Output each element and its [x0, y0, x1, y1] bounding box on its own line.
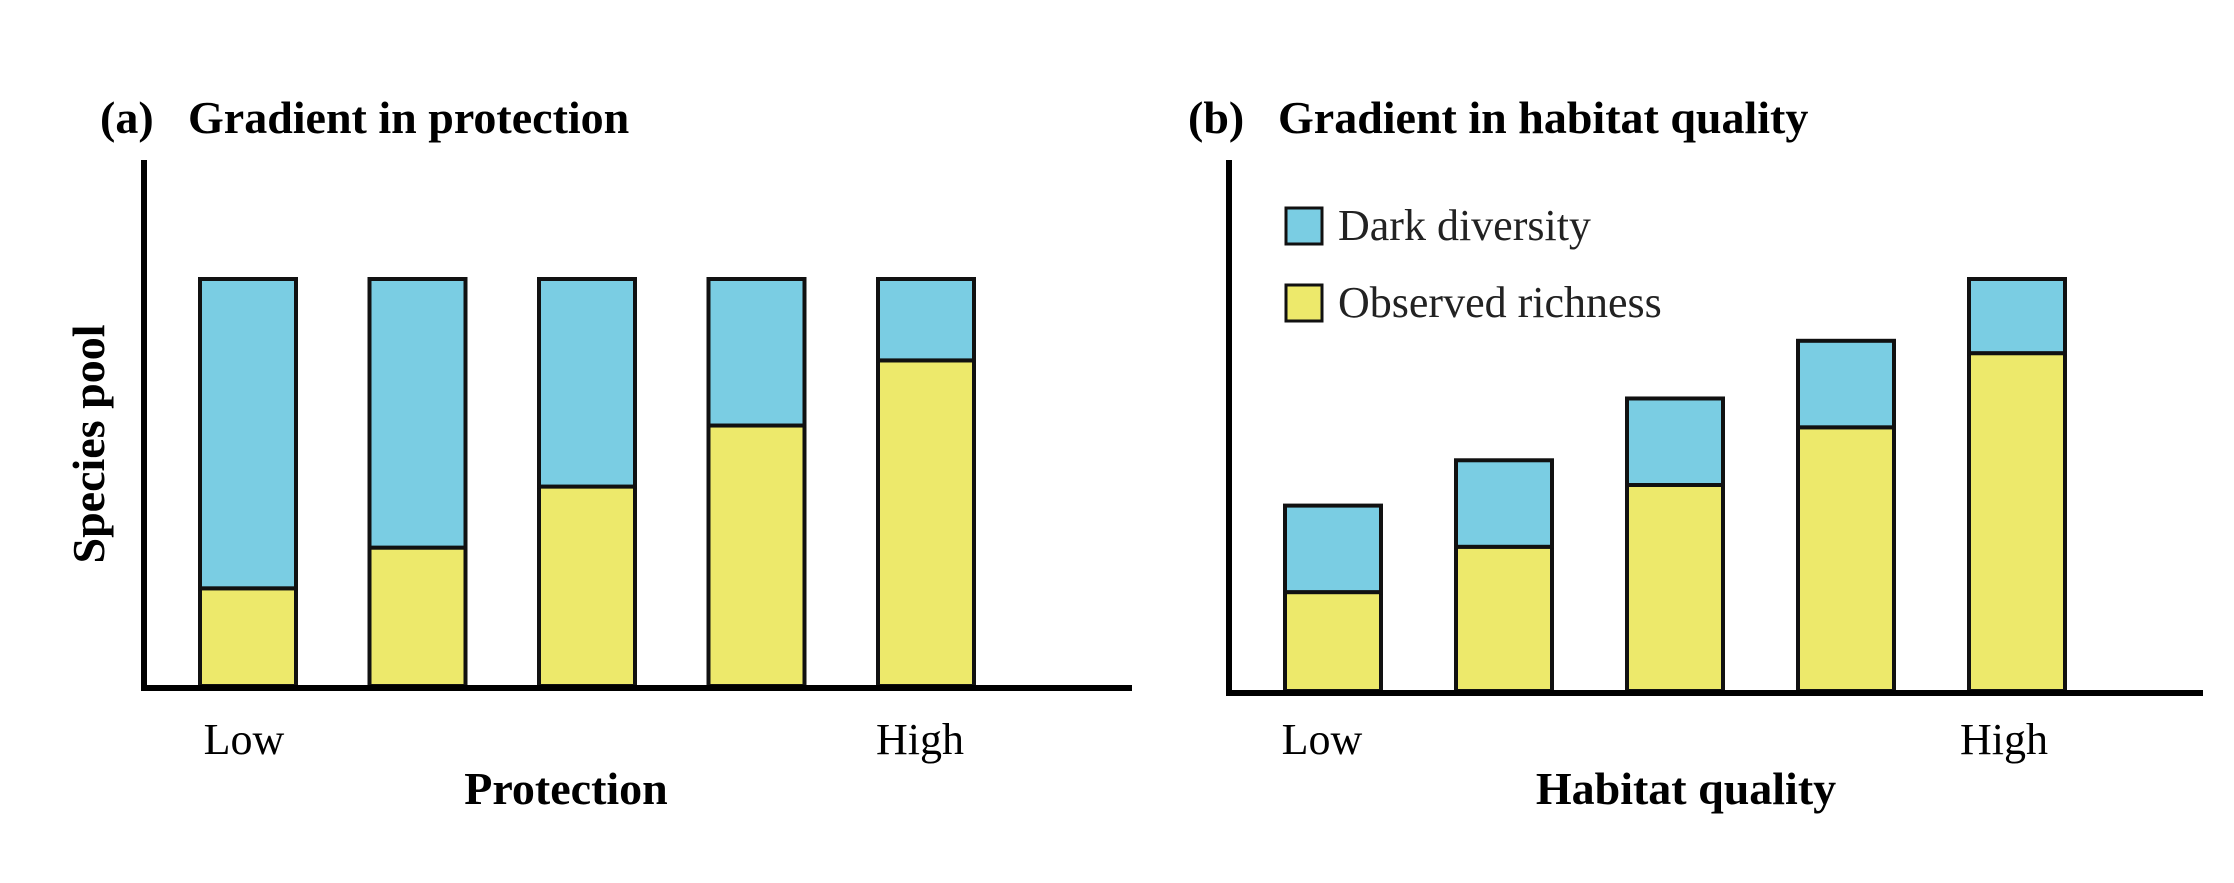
- panel-a-bars: [198, 277, 976, 689]
- panel-a-bar-1-observed-richness: [198, 586, 298, 689]
- panel-b-bar-3-dark-diversity: [1625, 396, 1725, 488]
- panel-a-bar-1-dark-diversity: [198, 277, 298, 591]
- panel-a-tick-high: High: [876, 715, 964, 764]
- panel-a-tag: (a): [100, 92, 154, 143]
- legend-label-observed-richness: Observed richness: [1338, 278, 1662, 327]
- panel-b: (b) Gradient in habitat quality Low High…: [1188, 92, 2203, 814]
- panel-b-tick-low: Low: [1282, 715, 1363, 764]
- panel-b-bar-5-observed-richness: [1967, 351, 2067, 693]
- panel-b-title: Gradient in habitat quality: [1278, 92, 1808, 143]
- panel-a-bar-2-observed-richness: [367, 545, 468, 688]
- panel-b-bar-3-observed-richness: [1625, 483, 1725, 693]
- y-axis-label: Species pool: [63, 325, 114, 564]
- panel-a-bar-3-dark-diversity: [537, 277, 637, 489]
- panel-a-bar-5-observed-richness: [876, 358, 976, 688]
- panel-a-tick-low: Low: [204, 715, 285, 764]
- legend-label-dark-diversity: Dark diversity: [1338, 201, 1591, 250]
- panel-b-bar-1-dark-diversity: [1283, 503, 1383, 595]
- panel-b-bar-4-observed-richness: [1796, 425, 1896, 693]
- panel-b-tick-high: High: [1960, 715, 2048, 764]
- legend-swatch-dark-diversity: [1284, 206, 1324, 246]
- panel-a-bar-5-dark-diversity: [876, 277, 976, 363]
- panel-b-bar-2-dark-diversity: [1454, 458, 1554, 549]
- panel-b-tag: (b): [1188, 92, 1244, 143]
- panel-a-x-label: Protection: [464, 763, 668, 814]
- panel-a-bar-4-observed-richness: [706, 423, 807, 688]
- panel-b-bar-4-dark-diversity: [1796, 338, 1896, 430]
- panel-b-bar-5-dark-diversity: [1967, 277, 2067, 356]
- legend: Dark diversity Observed richness: [1284, 201, 1662, 327]
- panel-a: (a) Gradient in protection Species pool …: [63, 92, 1132, 814]
- panel-a-bar-2-dark-diversity: [367, 277, 468, 550]
- panel-a-bar-3-observed-richness: [537, 484, 637, 688]
- panel-b-x-label: Habitat quality: [1536, 763, 1836, 814]
- panel-b-bar-1-observed-richness: [1283, 590, 1383, 693]
- panel-b-bar-2-observed-richness: [1454, 544, 1554, 693]
- panel-b-bars: [1283, 277, 2067, 693]
- legend-swatch-observed-richness: [1284, 283, 1324, 323]
- panel-a-title: Gradient in protection: [188, 92, 629, 143]
- panel-a-bar-4-dark-diversity: [706, 277, 807, 428]
